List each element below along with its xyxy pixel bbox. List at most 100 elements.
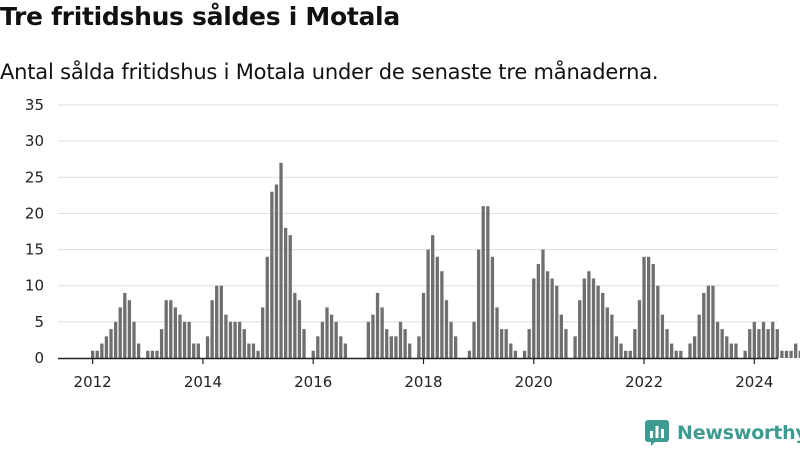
- bar: [697, 314, 701, 358]
- bar: [775, 329, 779, 358]
- bar: [656, 285, 660, 358]
- bar: [633, 329, 637, 358]
- bar: [375, 292, 380, 358]
- bar: [100, 343, 104, 358]
- y-tick-label: 25: [25, 168, 44, 186]
- y-tick-label: 0: [34, 349, 44, 367]
- bar: [587, 271, 591, 358]
- bar: [486, 206, 490, 358]
- bar: [481, 206, 485, 358]
- y-axis-labels: 0 5 10 15 20 25 30 35: [25, 96, 44, 367]
- bar: [610, 314, 614, 358]
- bar: [104, 336, 109, 358]
- bar: [715, 321, 720, 358]
- x-tick-label: 2014: [184, 373, 222, 391]
- bar: [283, 227, 288, 358]
- bar: [532, 278, 536, 358]
- bar: [614, 336, 619, 358]
- x-axis: 20122014201620182020202220242026: [58, 357, 778, 391]
- bar: [669, 343, 674, 358]
- bar: [720, 329, 724, 358]
- gridlines: [58, 104, 778, 323]
- x-tick-label: 2022: [625, 373, 663, 391]
- bar: [127, 300, 132, 358]
- bar: [596, 285, 600, 358]
- x-tick-label: 2018: [404, 373, 442, 391]
- bar: [711, 285, 715, 358]
- bar: [182, 321, 187, 358]
- bar: [136, 343, 141, 358]
- bar: [504, 329, 508, 358]
- bar: [270, 191, 274, 358]
- bar: [265, 256, 269, 358]
- bar: [761, 321, 766, 358]
- bar: [454, 336, 458, 358]
- bar: [408, 343, 412, 358]
- bar: [605, 307, 609, 358]
- bar: [329, 314, 334, 358]
- bar: [113, 321, 118, 358]
- bar: [215, 285, 219, 358]
- bar: [582, 278, 586, 358]
- bar: [164, 300, 168, 358]
- bar: [251, 343, 256, 358]
- bar: [380, 307, 384, 358]
- bar: [205, 336, 210, 358]
- bar: [279, 162, 283, 358]
- bar: [660, 314, 665, 358]
- bar: [178, 314, 182, 358]
- bar: [752, 321, 756, 358]
- bar: [734, 343, 738, 358]
- bar: [522, 350, 527, 358]
- bar: [757, 329, 761, 358]
- x-tick-label: 2012: [74, 373, 112, 391]
- chart-subtitle: Antal sålda fritidshus i Motala under de…: [0, 60, 659, 84]
- bar: [366, 321, 370, 358]
- bar: [702, 292, 706, 358]
- bar: [219, 285, 223, 358]
- bar: [302, 329, 306, 358]
- bar: [647, 256, 651, 358]
- bar: [573, 336, 577, 358]
- bar: [123, 292, 127, 358]
- bar: [564, 329, 568, 358]
- bar: [274, 184, 279, 358]
- y-tick-label: 5: [34, 313, 44, 331]
- bar: [545, 271, 550, 358]
- bar: [692, 336, 697, 358]
- x-tick-label: 2020: [515, 373, 553, 391]
- bar: [233, 321, 237, 358]
- bar: [449, 321, 453, 358]
- bar: [155, 350, 159, 358]
- bar: [748, 329, 752, 358]
- bar: [398, 321, 403, 358]
- bar: [371, 314, 375, 358]
- bar: [766, 329, 770, 358]
- bar: [210, 300, 214, 358]
- bar: [196, 343, 200, 358]
- brand-logo: Newsworthy: [645, 420, 800, 446]
- bar: [95, 350, 99, 358]
- bar: [591, 278, 596, 358]
- bar: [150, 350, 155, 358]
- bar: [394, 336, 398, 358]
- bar: [440, 271, 444, 358]
- bar: [725, 336, 729, 358]
- bar: [706, 285, 711, 358]
- bar: [665, 329, 669, 358]
- bar: [242, 329, 246, 358]
- bar: [316, 336, 320, 358]
- bar: [403, 329, 407, 358]
- bar: [679, 350, 683, 358]
- bar: [637, 300, 642, 358]
- bar: [247, 343, 251, 358]
- bar: [601, 292, 605, 358]
- bar: [771, 321, 775, 358]
- bar: [509, 343, 513, 358]
- bar: [293, 292, 297, 358]
- bar: [288, 235, 292, 358]
- x-tick-label: 2016: [294, 373, 332, 391]
- bar: [343, 343, 348, 358]
- brand-name: Newsworthy: [677, 422, 800, 444]
- bar: [794, 343, 798, 358]
